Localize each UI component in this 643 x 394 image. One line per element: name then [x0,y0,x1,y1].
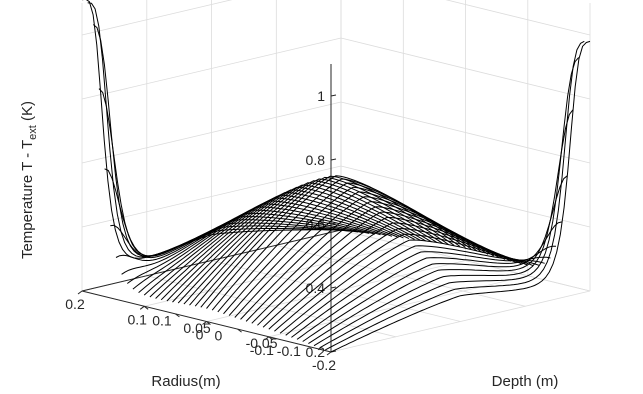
surface-curve [110,216,370,259]
surface-curve [330,40,591,353]
x-tick-mark [326,351,332,356]
surface-curve [189,178,449,306]
back-wall-z-gridline [340,37,591,100]
x-tick-label: -0.1 [250,342,274,358]
x-tick-mark [264,336,270,341]
surface-curve [183,180,444,305]
back-wall-z-gridline [340,165,591,228]
x-tick-label: 0 [196,327,204,343]
z-tick-label: 0.8 [306,152,326,168]
y-axis-label: Depth (m) [492,373,559,390]
y-tick-label: 0.1 [152,312,172,328]
y-tick-label: -0.1 [277,343,301,359]
surface-curve [194,176,455,307]
surface-curve [285,245,545,336]
y-tick-mark [175,313,180,318]
x-tick-label: -0.2 [312,357,336,373]
surface-curve [115,212,376,261]
surface-curve [149,194,410,298]
surface-curve [302,221,562,342]
surface-curve [211,178,472,311]
x-axis-label: Radius(m) [151,373,220,390]
x-tick-label: 0.1 [127,311,147,327]
surface-curve [291,251,551,338]
surface-curve [172,184,432,303]
surface-curve [82,0,342,259]
y-tick-mark [206,321,211,325]
surface-curve [200,175,461,308]
side-wall-z-gridline [81,37,342,100]
x-tick-mark [77,290,83,295]
y-tick-mark [268,336,274,341]
surface-curve [313,109,574,347]
surface-curve [127,206,387,284]
surface-curve [138,200,398,293]
x-tick-mark [139,305,145,310]
surface-curve [92,24,353,257]
y-tick-mark [143,305,149,310]
z-tick-label: 1 [317,88,325,104]
side-wall-z-gridline [81,165,342,228]
surface-curve [296,245,557,340]
y-tick-label: 0 [215,328,223,344]
back-wall-z-gridline [445,0,591,36]
surface-curve [223,186,483,315]
label-layer: Radius(m) Depth (m) Temperature T - Text… [19,101,558,390]
floor-y-gridline [276,244,526,307]
back-wall-z-gridline [340,101,591,164]
x-tick-mark [202,321,207,325]
y-tick-mark [237,328,242,333]
surface-curve [98,88,359,257]
back-wall-z-gridline [340,229,591,292]
surface-curve [155,192,415,299]
surface-curve [166,186,427,302]
curve-layer [82,0,591,353]
surface-curve [132,203,393,290]
surface-curve [121,209,381,275]
surface-curve [319,57,580,349]
side-wall-z-gridline [81,0,233,36]
y-tick-label: 0.05 [183,320,210,336]
z-tick-mark [330,94,337,97]
x-tick-label: 0.2 [65,296,85,312]
surface-curve [325,40,585,351]
surface-curve [177,182,438,304]
z-axis-label: Temperature T - Text (K) [19,101,39,259]
z-tick-mark [330,158,337,161]
surface-curve [160,189,421,301]
surface-curve [206,175,466,309]
y-tick-label: -0.05 [246,335,278,351]
z-axis-label-subscript: ext [27,125,39,140]
z-axis-label-unit: (K) [19,101,36,125]
surface-curve [87,2,347,258]
z-axis-label-main: Temperature T - T [19,140,36,259]
surface-curve [308,175,568,345]
side-wall-z-gridline [81,101,342,164]
surface-curve [143,197,404,296]
z-tick-mark [330,286,337,289]
y-axis-line [81,229,342,292]
